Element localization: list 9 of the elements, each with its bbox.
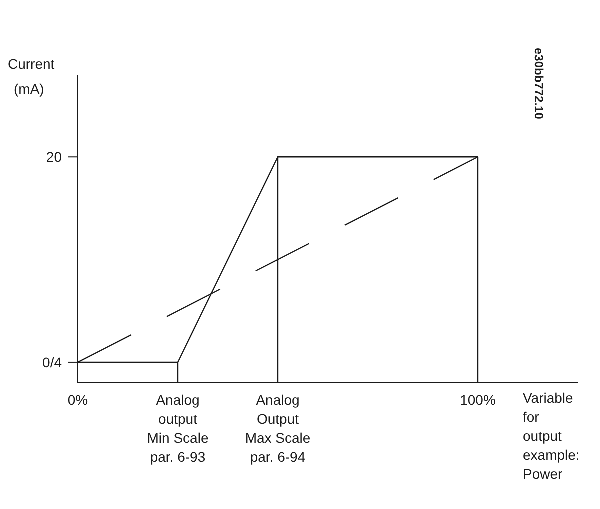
x-tick-label: 100% [460, 392, 496, 408]
y-tick-label: 20 [46, 149, 62, 166]
x-tick-label: 0% [68, 392, 88, 408]
x-tick-label: Analog Output Max Scale par. 6-94 [245, 392, 311, 465]
x-axis-title: Variable for output example: Power [523, 389, 580, 484]
y-axis-title: Current (mA) [8, 55, 55, 99]
annotation: e30bb772.10 [532, 48, 546, 120]
y-tick-label: 0/4 [42, 354, 62, 370]
x-tick-label: Analog output Min Scale par. 6-93 [147, 392, 209, 465]
